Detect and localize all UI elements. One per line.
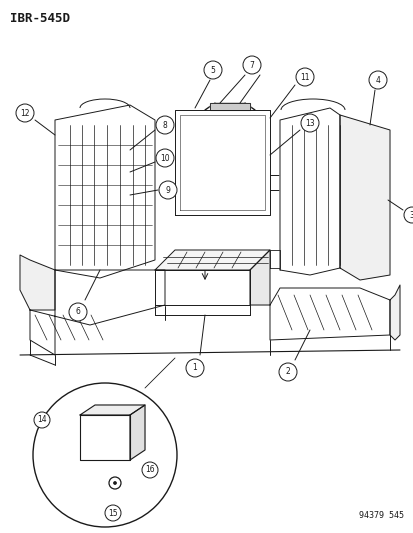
Text: 16: 16 <box>145 465 154 474</box>
Polygon shape <box>339 115 389 280</box>
Polygon shape <box>180 115 264 210</box>
Circle shape <box>113 481 116 484</box>
Circle shape <box>156 149 173 167</box>
Text: 3: 3 <box>408 211 413 220</box>
Polygon shape <box>389 285 399 340</box>
Circle shape <box>159 181 177 199</box>
Text: 2: 2 <box>285 367 290 376</box>
Polygon shape <box>269 288 389 340</box>
Text: 10: 10 <box>160 154 169 163</box>
Circle shape <box>142 462 158 478</box>
Circle shape <box>33 383 177 527</box>
Circle shape <box>109 477 121 489</box>
Circle shape <box>242 56 260 74</box>
Circle shape <box>34 412 50 428</box>
Text: 1: 1 <box>192 364 197 373</box>
Polygon shape <box>154 250 269 270</box>
Circle shape <box>69 303 87 321</box>
Circle shape <box>368 71 386 89</box>
Text: 8: 8 <box>162 120 167 130</box>
Polygon shape <box>80 415 130 460</box>
Circle shape <box>16 104 34 122</box>
Circle shape <box>403 207 413 223</box>
Circle shape <box>105 505 121 521</box>
Text: 5: 5 <box>210 66 215 75</box>
Polygon shape <box>30 270 165 355</box>
Text: 14: 14 <box>37 416 47 424</box>
Circle shape <box>156 116 173 134</box>
Polygon shape <box>249 250 269 305</box>
Circle shape <box>300 114 318 132</box>
Polygon shape <box>279 108 339 275</box>
Polygon shape <box>154 270 249 305</box>
Text: 4: 4 <box>375 76 380 85</box>
Polygon shape <box>20 255 55 310</box>
Text: 15: 15 <box>108 508 118 518</box>
Text: 13: 13 <box>304 118 314 127</box>
Circle shape <box>185 359 204 377</box>
Circle shape <box>295 68 313 86</box>
Text: 12: 12 <box>20 109 30 117</box>
Polygon shape <box>209 103 249 110</box>
Text: 9: 9 <box>165 185 170 195</box>
Text: 7: 7 <box>249 61 254 69</box>
Text: 11: 11 <box>299 72 309 82</box>
Polygon shape <box>55 105 154 278</box>
Polygon shape <box>175 110 269 215</box>
Text: 6: 6 <box>76 308 80 317</box>
Polygon shape <box>130 405 145 460</box>
Text: 94379 545: 94379 545 <box>358 511 403 520</box>
Polygon shape <box>80 405 145 415</box>
Text: IBR-545D: IBR-545D <box>10 12 70 25</box>
Polygon shape <box>269 250 279 268</box>
Circle shape <box>278 363 296 381</box>
Circle shape <box>204 61 221 79</box>
